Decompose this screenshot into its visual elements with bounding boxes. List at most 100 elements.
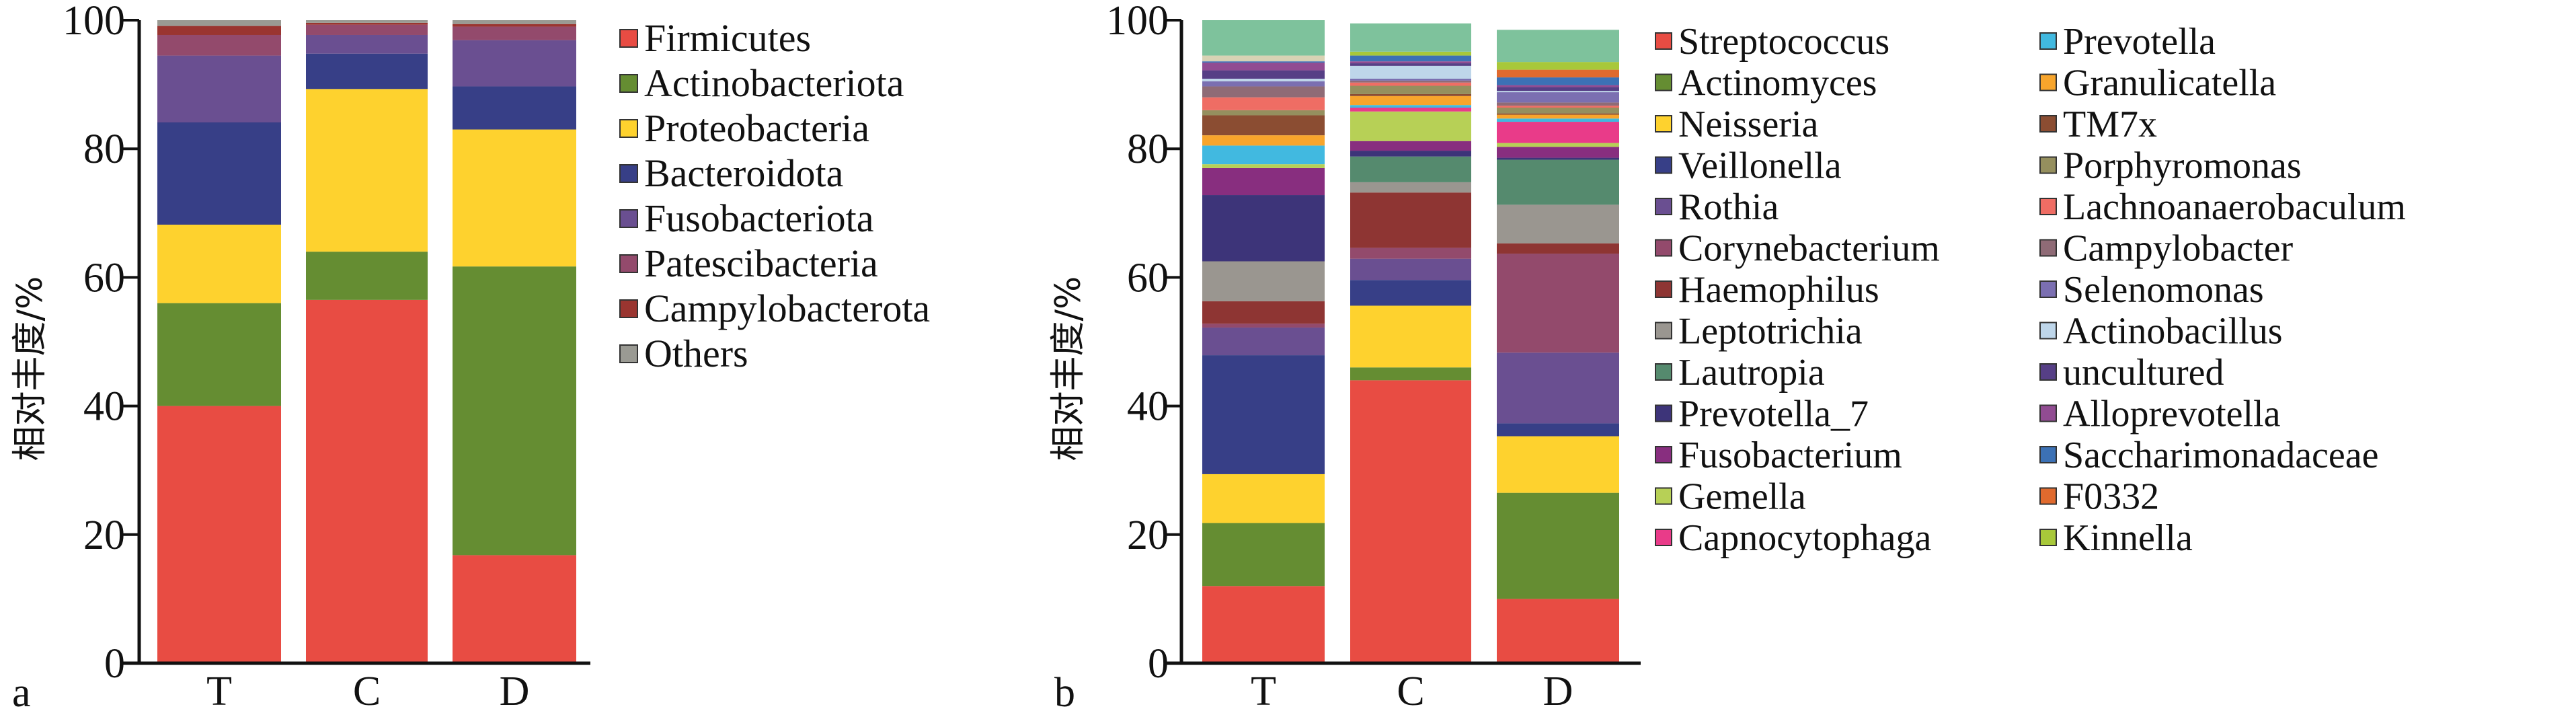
bar-segment-actinobacillus-d [1497, 91, 1619, 93]
legend-swatch [2039, 32, 2057, 50]
legend-swatch [1655, 487, 1672, 505]
bar-segment-fusobacteriota-c [306, 34, 428, 54]
bar-segment-actinomyces-d [1497, 492, 1619, 599]
bar-segment-unlabeled-27-c [1350, 23, 1471, 52]
y-tick-label-40: 40 [83, 384, 125, 430]
legend-item: Saccharimonadaceae [2039, 435, 2378, 476]
bar-stack-T [1202, 20, 1325, 663]
legend-label: Selenomonas [2063, 269, 2264, 311]
bar-segment-f0332-d [1497, 69, 1619, 78]
bar-segment-corynebacterium-t [1202, 324, 1325, 328]
legend-label: Proteobacteria [644, 106, 869, 150]
bar-segment-fusobacterium-t [1202, 167, 1325, 196]
legend-item: Actinomyces [1655, 63, 1877, 104]
legend-label: Actinomyces [1678, 63, 1877, 104]
legend: StreptococcusActinomycesNeisseriaVeillon… [1655, 21, 2406, 559]
bar-segment-patescibacteria-c [306, 24, 428, 35]
bar-segment-unlabeled-27-t [1202, 20, 1325, 56]
bar-segment-lachnoanaerobaculum-d [1497, 106, 1619, 108]
bar-segment-porphyromonas-c [1350, 85, 1471, 94]
legend-item: Patescibacteria [619, 241, 878, 285]
bar-segment-actinobacteriota-d [453, 266, 576, 556]
legend-item: Fusobacteriota [619, 196, 873, 240]
legend-label: Prevotella_7 [1678, 393, 1869, 435]
y-tick-label-20: 20 [83, 513, 125, 558]
legend-swatch [619, 209, 638, 228]
legend-item: Veillonella [1655, 145, 1842, 187]
bar-segment-granulicatella-t [1202, 135, 1325, 146]
legend-swatch [2039, 280, 2057, 298]
bar-segment-porphyromonas-d [1497, 108, 1619, 114]
bar-segment-lautropia-c [1350, 156, 1471, 182]
bar-segment-selenomonas-t [1202, 81, 1325, 87]
legend-item: Haemophilus [1655, 269, 1879, 311]
legend-item: Prevotella [2039, 21, 2216, 63]
bar-segment-neisseria-t [1202, 474, 1325, 523]
bar-segment-tm7x-t [1202, 115, 1325, 136]
legend-label: Fusobacterium [1678, 435, 1902, 476]
x-tick-label-c: C [1397, 669, 1424, 714]
legend-swatch [619, 344, 638, 363]
bar-segment-gemella-c [1350, 111, 1471, 141]
bar-segment-selenomonas-c [1350, 78, 1471, 81]
legend-swatch [2039, 156, 2057, 174]
bar-segment-streptococcus-d [1497, 599, 1619, 663]
legend-item: Granulicatella [2039, 63, 2276, 104]
legend-swatch [2039, 198, 2057, 215]
bar-segment-others-c [306, 20, 428, 23]
legend-item: Alloprevotella [2039, 393, 2281, 435]
bar-stack-D [453, 20, 576, 663]
legend-label: Haemophilus [1678, 269, 1879, 311]
bar-segment-patescibacteria-t [157, 34, 281, 56]
legend-swatch [1655, 446, 1672, 463]
legend-item: Lachnoanaerobaculum [2039, 186, 2406, 228]
legend-label: Campylobacterota [644, 287, 930, 330]
bar-segment-granulicatella-c [1350, 96, 1471, 106]
bar-segment-firmicutes-c [306, 299, 428, 663]
legend-swatch [2039, 404, 2057, 422]
bar-segment-prevotella-t [1202, 145, 1325, 165]
y-tick-label-0: 0 [104, 641, 125, 687]
bar-segment-leptotrichia-t [1202, 261, 1325, 301]
legend-swatch [619, 254, 638, 273]
bar-segment-others-d [453, 20, 576, 24]
legend-item: Porphyromonas [2039, 145, 2302, 187]
legend-swatch [1655, 529, 1672, 546]
legend-item: Actinobacteriota [619, 61, 904, 105]
bar-segment-proteobacteria-t [157, 225, 281, 303]
bar-segment-campylobacter-d [1497, 102, 1619, 106]
bar-segment-fusobacteriota-d [453, 40, 576, 87]
legend-swatch [1655, 115, 1672, 133]
bar-segment-haemophilus-c [1350, 192, 1471, 248]
bar-segment-saccharimonadaceae-t [1202, 61, 1325, 63]
legend-item: Leptotrichia [1655, 311, 1863, 352]
bar-segment-bacteroidota-c [306, 53, 428, 89]
legend-swatch [2039, 322, 2057, 340]
y-tick-label-60: 60 [1127, 255, 1169, 301]
legend-item: Fusobacterium [1655, 435, 1902, 476]
bar-segment-corynebacterium-c [1350, 248, 1471, 259]
legend-swatch [2039, 363, 2057, 381]
legend-label: Campylobacter [2063, 228, 2293, 270]
bar-segment-haemophilus-t [1202, 301, 1325, 324]
legend-label: Bacteroidota [644, 151, 843, 195]
legend-item: Gemella [1655, 476, 1806, 518]
bar-segment-corynebacterium-d [1497, 254, 1619, 353]
bar-segment-bacteroidota-d [453, 86, 576, 130]
panel-label: a [12, 670, 31, 715]
legend-label: Others [644, 332, 748, 375]
legend-label: TM7x [2063, 104, 2157, 145]
bar-segment-actinobacteriota-c [306, 252, 428, 300]
bar-segment-neisseria-d [1497, 436, 1619, 493]
bar-segment-tm7x-d [1497, 113, 1619, 115]
legend-label: Porphyromonas [2063, 145, 2302, 187]
bar-segment-leptotrichia-c [1350, 182, 1471, 193]
bar-segment-granulicatella-d [1497, 114, 1619, 119]
bar-segment-alloprevotella-c [1350, 61, 1471, 64]
legend-swatch [2039, 239, 2057, 257]
bar-segment-capnocytophaga-c [1350, 108, 1471, 112]
bar-segment-firmicutes-d [453, 555, 576, 663]
legend-label: uncultured [2063, 352, 2224, 393]
legend-item: Neisseria [1655, 104, 1819, 145]
legend-label: Actinobacillus [2063, 311, 2283, 352]
